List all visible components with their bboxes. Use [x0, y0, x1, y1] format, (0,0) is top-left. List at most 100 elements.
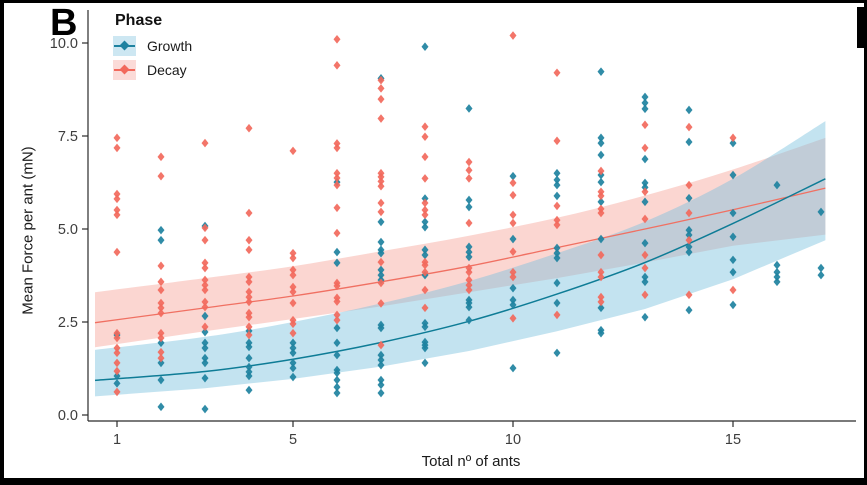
data-point-growth — [509, 295, 517, 305]
legend: Phase Growth Decay — [113, 12, 192, 84]
data-point-decay — [421, 210, 429, 220]
data-point-growth — [509, 171, 517, 181]
figure-border-left — [0, 0, 4, 485]
data-point-decay — [245, 292, 253, 302]
data-point-growth — [377, 265, 385, 275]
data-point-growth — [421, 217, 429, 227]
data-point-decay — [201, 223, 209, 233]
data-point-decay — [509, 247, 517, 256]
figure-border-top — [0, 0, 867, 3]
data-point-growth — [817, 263, 825, 273]
data-point-growth — [553, 191, 561, 201]
data-point-decay — [289, 248, 297, 258]
data-point-growth — [377, 217, 385, 227]
data-point-decay — [421, 285, 429, 295]
data-point-decay — [245, 330, 253, 340]
data-point-decay — [113, 387, 121, 397]
data-point-growth — [289, 338, 297, 348]
data-point-decay — [201, 322, 209, 332]
data-point-growth — [289, 372, 297, 382]
data-point-decay — [201, 280, 209, 290]
data-point-growth — [377, 355, 385, 365]
data-point-growth — [245, 362, 253, 372]
data-point-growth — [641, 183, 649, 192]
data-point-growth — [773, 277, 781, 287]
data-point-decay — [377, 299, 385, 308]
data-point-decay — [333, 315, 341, 325]
data-point-decay — [289, 328, 297, 338]
data-point-decay — [685, 235, 693, 245]
data-point-growth — [421, 322, 429, 332]
data-point-growth — [245, 371, 253, 381]
data-point-growth — [421, 194, 429, 203]
data-point-decay — [377, 198, 385, 208]
data-point-decay — [465, 285, 473, 295]
data-point-decay — [245, 287, 253, 297]
data-point-growth — [685, 105, 693, 115]
data-point-decay — [421, 260, 429, 270]
data-point-decay — [421, 267, 429, 277]
data-point-decay — [245, 235, 253, 245]
data-point-growth — [553, 180, 561, 190]
x-tick-label: 1 — [113, 432, 121, 448]
confidence-ribbon-growth — [95, 121, 826, 397]
data-point-decay — [597, 292, 605, 302]
data-point-decay — [509, 210, 517, 220]
legend-item-decay: Decay — [113, 60, 192, 80]
data-point-growth — [377, 388, 385, 398]
data-point-growth — [421, 358, 429, 368]
data-point-decay — [113, 333, 121, 343]
data-point-growth — [509, 363, 517, 373]
data-point-growth — [641, 154, 649, 164]
data-point-decay — [553, 310, 561, 320]
data-point-growth — [377, 380, 385, 390]
data-point-decay — [201, 263, 209, 273]
data-point-growth — [597, 197, 605, 207]
data-point-decay — [641, 250, 649, 260]
data-point-decay — [289, 298, 297, 308]
data-point-decay — [729, 133, 737, 143]
data-point-decay — [553, 215, 561, 225]
data-point-decay — [333, 173, 341, 183]
data-point-decay — [245, 272, 253, 282]
data-point-growth — [333, 368, 341, 378]
data-point-growth — [597, 303, 605, 313]
data-point-decay — [245, 277, 253, 287]
data-point-growth — [641, 272, 649, 282]
data-point-decay — [641, 120, 649, 130]
data-point-decay — [597, 250, 605, 260]
data-point-decay — [113, 143, 121, 153]
data-point-growth — [773, 272, 781, 282]
data-point-growth — [201, 343, 209, 353]
data-point-decay — [113, 366, 121, 376]
data-point-growth — [333, 388, 341, 398]
data-point-decay — [289, 253, 297, 263]
data-point-growth — [641, 238, 649, 248]
data-point-decay — [157, 261, 165, 271]
data-point-decay — [333, 61, 341, 70]
data-point-decay — [113, 205, 121, 215]
data-point-growth — [729, 208, 737, 218]
data-point-growth — [553, 248, 561, 258]
data-point-growth — [377, 270, 385, 280]
data-point-growth — [685, 305, 693, 315]
adjacent-panel-edge — [857, 7, 867, 48]
data-point-decay — [333, 168, 341, 178]
data-point-growth — [685, 247, 693, 257]
data-point-decay — [113, 343, 121, 353]
data-point-decay — [729, 285, 737, 295]
data-point-decay — [157, 277, 165, 287]
data-point-decay — [421, 132, 429, 142]
y-tick-label: 10.0 — [50, 36, 78, 52]
data-point-growth — [773, 267, 781, 277]
data-point-decay — [157, 353, 165, 363]
data-point-growth — [509, 283, 517, 293]
data-point-decay — [465, 174, 473, 183]
data-point-decay — [641, 143, 649, 153]
data-point-growth — [377, 350, 385, 360]
data-point-growth — [157, 375, 165, 385]
y-tick-label: 0.0 — [58, 408, 78, 424]
legend-label-decay: Decay — [147, 62, 187, 78]
x-tick-label: 15 — [725, 432, 741, 448]
data-point-growth — [685, 230, 693, 240]
